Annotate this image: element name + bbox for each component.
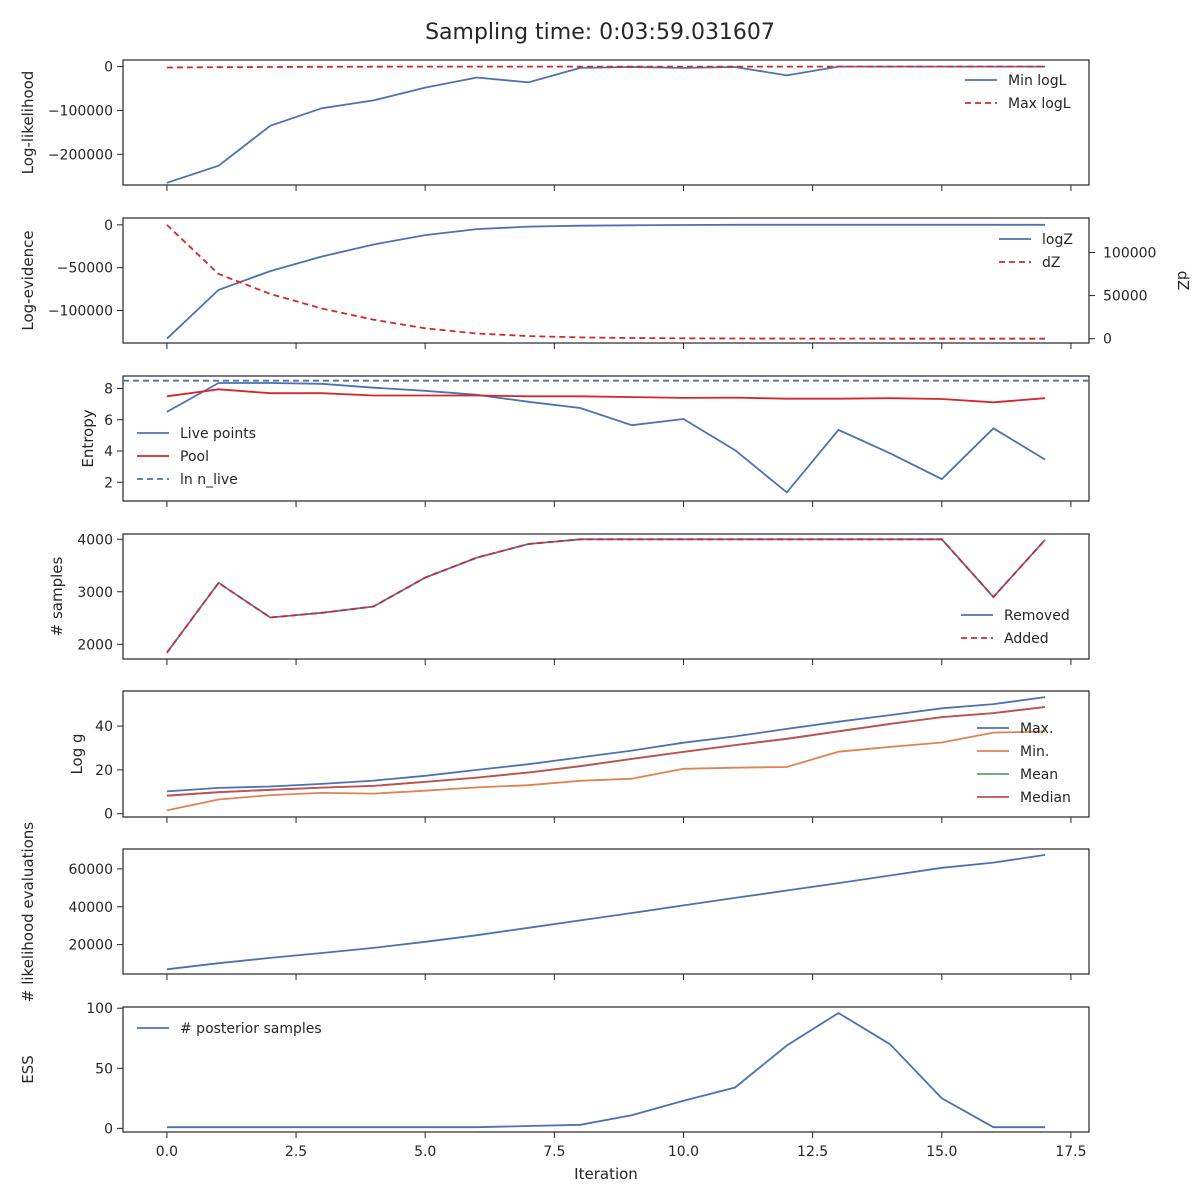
legend-label: Max. bbox=[1020, 721, 1053, 737]
panel-4-ylabel: # samples bbox=[48, 556, 66, 636]
xtick-label: 17.5 bbox=[1055, 1144, 1086, 1160]
panel-2-y2tick-label: 100000 bbox=[1103, 245, 1156, 261]
panel-6-ytick-label: 40000 bbox=[68, 900, 113, 916]
panel-5-series-4-line bbox=[166, 706, 1046, 797]
panel-3-ytick-label: 2 bbox=[104, 475, 113, 491]
panel-1-ytick-label: −100000 bbox=[48, 103, 113, 119]
xtick-label: 10.0 bbox=[668, 1144, 699, 1160]
panel-1-series-2-line bbox=[166, 65, 1046, 69]
panel-2-frame bbox=[122, 217, 1090, 344]
panel-1-frame bbox=[122, 59, 1090, 186]
panel-5-ytick-label: 20 bbox=[95, 763, 113, 779]
xtick-label: 7.5 bbox=[543, 1144, 565, 1160]
panel-7-ytick-label: 0 bbox=[104, 1121, 113, 1137]
panel-1-series-1-line bbox=[166, 65, 1046, 184]
x-axis-label: Iteration bbox=[574, 1165, 638, 1183]
panel-4-ytick-label: 3000 bbox=[77, 585, 113, 601]
legend-label: Max logL bbox=[1008, 96, 1071, 112]
panel-2-series-1-line bbox=[166, 223, 1046, 340]
panel-4-series-1-line bbox=[166, 538, 1046, 654]
xtick-label: 2.5 bbox=[285, 1144, 307, 1160]
panel-7-ylabel: ESS bbox=[19, 1055, 37, 1084]
panel-3-series-2-line bbox=[166, 388, 1046, 404]
panel-7-ytick-label: 100 bbox=[86, 1001, 113, 1017]
panel-3-frame bbox=[122, 375, 1090, 502]
panel-5-series-1-line bbox=[166, 696, 1046, 793]
panel-2-y2tick-label: 50000 bbox=[1103, 289, 1148, 305]
panel-3-ytick-label: 4 bbox=[104, 444, 113, 460]
xtick-label: 5.0 bbox=[414, 1144, 436, 1160]
legend-label: logZ bbox=[1042, 232, 1073, 248]
panel-2-ytick-label: 0 bbox=[104, 218, 113, 234]
legend-label: Min logL bbox=[1008, 73, 1067, 89]
legend-label: Added bbox=[1004, 631, 1049, 647]
panel-7-series-1-line bbox=[166, 1011, 1046, 1129]
legend-label: Min. bbox=[1020, 744, 1049, 760]
page-title: Sampling time: 0:03:59.031607 bbox=[425, 20, 775, 45]
legend-label: Mean bbox=[1020, 767, 1058, 783]
panel-6-series-1-line bbox=[166, 854, 1046, 971]
panel-4-ytick-label: 2000 bbox=[77, 637, 113, 653]
panel-4-series-2-line bbox=[166, 538, 1046, 654]
panel-2-series-2-line bbox=[166, 224, 1046, 340]
panel-1-ytick-label: 0 bbox=[104, 60, 113, 76]
xtick-label: 0.0 bbox=[156, 1144, 178, 1160]
panel-1-ytick-label: −200000 bbox=[48, 147, 113, 163]
panel-3-series-1-line bbox=[166, 382, 1046, 494]
panel-2-ytick-label: −50000 bbox=[57, 261, 113, 277]
panel-6-ytick-label: 20000 bbox=[68, 938, 113, 954]
panel-3-ylabel: Entropy bbox=[79, 409, 97, 467]
panel-5-frame bbox=[122, 690, 1090, 818]
legend-label: Removed bbox=[1004, 608, 1070, 624]
panel-2-ytick-label: −100000 bbox=[48, 303, 113, 319]
panel-5-ytick-label: 0 bbox=[104, 807, 113, 823]
xtick-label: 12.5 bbox=[797, 1144, 828, 1160]
legend-label: ln n_live bbox=[180, 472, 238, 488]
legend-label: Pool bbox=[180, 449, 209, 465]
legend-label: Median bbox=[1020, 790, 1071, 806]
panel-5-ylabel: Log g bbox=[68, 733, 86, 774]
panel-4-frame bbox=[122, 533, 1090, 660]
panel-1-ylabel: Log-likelihood bbox=[19, 71, 37, 175]
panel-7-ytick-label: 50 bbox=[95, 1061, 113, 1077]
panel-6-ylabel: # likelihood evaluations bbox=[19, 822, 37, 1002]
panel-2-y2tick-label: 0 bbox=[1103, 332, 1112, 348]
panel-5-series-2-line bbox=[166, 730, 1046, 812]
panel-6-ytick-label: 60000 bbox=[68, 862, 113, 878]
panel-4-ytick-label: 4000 bbox=[77, 532, 113, 548]
panel-3-ytick-label: 6 bbox=[104, 413, 113, 429]
xtick-label: 15.0 bbox=[926, 1144, 957, 1160]
panel-2-y2label: dZ bbox=[1174, 271, 1192, 291]
legend-label: # posterior samples bbox=[180, 1021, 322, 1037]
panel-7-frame bbox=[122, 1006, 1090, 1133]
panel-3-ytick-label: 8 bbox=[104, 382, 113, 398]
panel-6-frame bbox=[122, 848, 1090, 975]
legend-label: Live points bbox=[180, 426, 256, 442]
legend-label: dZ bbox=[1042, 255, 1060, 271]
panel-5-ytick-label: 40 bbox=[95, 719, 113, 735]
panel-2-ylabel: Log-evidence bbox=[19, 230, 37, 330]
